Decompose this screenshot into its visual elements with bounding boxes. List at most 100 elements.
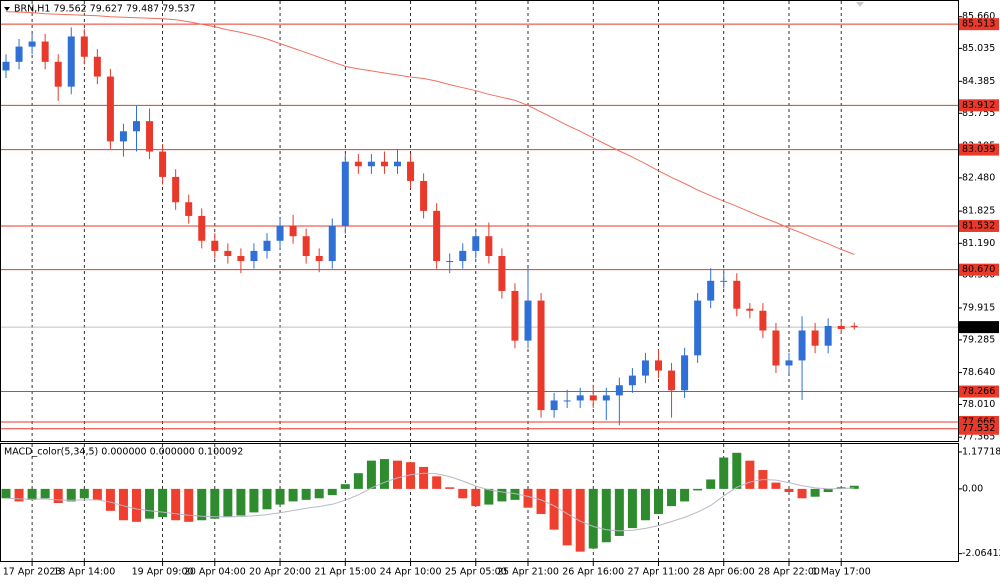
scroll-marker xyxy=(856,2,864,7)
candle-body xyxy=(837,325,845,329)
candle-body xyxy=(420,180,428,211)
macd-bar xyxy=(301,488,311,500)
candle-body xyxy=(668,370,676,391)
y-tick-label: -2.06412 xyxy=(962,548,1000,559)
candle-body xyxy=(576,395,584,401)
macd-bar xyxy=(627,488,637,529)
candle-body xyxy=(106,76,114,142)
candle-body xyxy=(446,261,454,263)
candle-body xyxy=(133,121,140,132)
candle-body xyxy=(511,290,519,341)
macd-bar xyxy=(158,488,168,518)
macd-bar xyxy=(549,488,559,530)
y-tick-label: 82.480 xyxy=(962,172,995,183)
macd-bar xyxy=(471,488,481,507)
y-tick-label: 77.365 xyxy=(962,432,995,443)
candle-body xyxy=(433,210,441,262)
macd-bar xyxy=(458,488,468,499)
x-tick-label: 17 Apr 2023 xyxy=(3,567,62,578)
y-tick-label: 78.640 xyxy=(962,367,995,378)
candle-body xyxy=(615,385,623,396)
candle-body xyxy=(28,41,36,47)
candle-body xyxy=(602,395,610,401)
x-tick-label: 24 Apr 10:00 xyxy=(380,567,442,578)
level-label-box xyxy=(959,219,999,232)
level-label-box xyxy=(959,99,999,112)
candle-body xyxy=(850,325,858,328)
macd-bar xyxy=(327,488,337,496)
macd-bar xyxy=(145,488,155,519)
x-tick-label: 21 Apr 15:00 xyxy=(314,567,376,578)
macd-bar xyxy=(379,459,389,489)
macd-bar xyxy=(353,473,363,489)
x-tick-label: 28 Apr 22:00 xyxy=(758,567,820,578)
candle-body xyxy=(655,360,662,371)
macd-bar xyxy=(66,488,76,502)
level-label: 80.670 xyxy=(962,264,995,275)
candle-body xyxy=(628,375,636,386)
macd-pane-frame xyxy=(0,443,959,562)
candle-body xyxy=(367,161,375,167)
current-price-label: 79.537 xyxy=(962,322,995,333)
candle-body xyxy=(119,131,127,142)
macd-bar xyxy=(40,488,50,499)
macd-bar xyxy=(849,485,859,489)
candle-body xyxy=(80,36,88,57)
candle-body xyxy=(707,280,715,301)
macd-bar xyxy=(836,487,846,489)
macd-bar xyxy=(314,488,324,499)
candle-body xyxy=(41,41,49,62)
macd-bar xyxy=(92,488,102,500)
macd-bar xyxy=(497,488,507,502)
macd-bar xyxy=(197,488,207,521)
candle-body xyxy=(198,215,206,241)
candle-body xyxy=(185,202,193,216)
macd-bar xyxy=(771,482,781,489)
candle-body xyxy=(641,360,649,376)
candle-body xyxy=(315,255,323,262)
level-label-box xyxy=(959,143,999,156)
macd-bar xyxy=(445,487,455,489)
macd-bar xyxy=(14,488,24,502)
macd-bar xyxy=(680,488,690,502)
x-tick-label: 19 Apr 09:00 xyxy=(132,567,194,578)
candle-body xyxy=(589,395,597,401)
macd-bar xyxy=(823,488,833,493)
macd-bar xyxy=(53,488,63,503)
candle-body xyxy=(159,151,167,177)
menu-arrow[interactable] xyxy=(4,7,10,11)
macd-bar xyxy=(614,488,624,536)
macd-bar xyxy=(223,488,233,518)
candle-body xyxy=(263,240,271,251)
level-label-box xyxy=(959,422,999,435)
y-tick-label: 0.00 xyxy=(962,483,983,494)
y-tick-label: 85.660 xyxy=(962,11,995,22)
candle-body xyxy=(472,236,480,251)
candle-body xyxy=(211,240,219,251)
macd-bar xyxy=(654,488,663,514)
macd-bar xyxy=(484,488,494,505)
candle-body xyxy=(380,161,388,167)
level-label-box xyxy=(959,18,999,31)
signal-line xyxy=(5,472,855,532)
level-label-box xyxy=(959,263,999,276)
y-tick-label: 83.755 xyxy=(962,108,995,119)
y-tick-label: 81.825 xyxy=(962,206,995,217)
macd-bar xyxy=(262,488,272,510)
candle-body xyxy=(694,300,702,356)
macd-bar xyxy=(419,466,429,489)
y-tick-label: 79.915 xyxy=(962,302,995,313)
level-label: 81.532 xyxy=(962,220,995,231)
candle-body xyxy=(563,400,571,402)
candle-body xyxy=(67,36,75,87)
macd-bar xyxy=(406,462,416,489)
candle-body xyxy=(811,330,819,346)
macd-bar xyxy=(732,452,742,489)
y-tick-label: 78.010 xyxy=(962,399,995,410)
candle-body xyxy=(93,56,101,77)
x-tick-label: 25 Apr 05:00 xyxy=(445,567,507,578)
current-price-box xyxy=(959,321,999,334)
macd-bar xyxy=(236,488,246,516)
candle-body xyxy=(289,226,297,237)
candle-body xyxy=(681,355,689,391)
